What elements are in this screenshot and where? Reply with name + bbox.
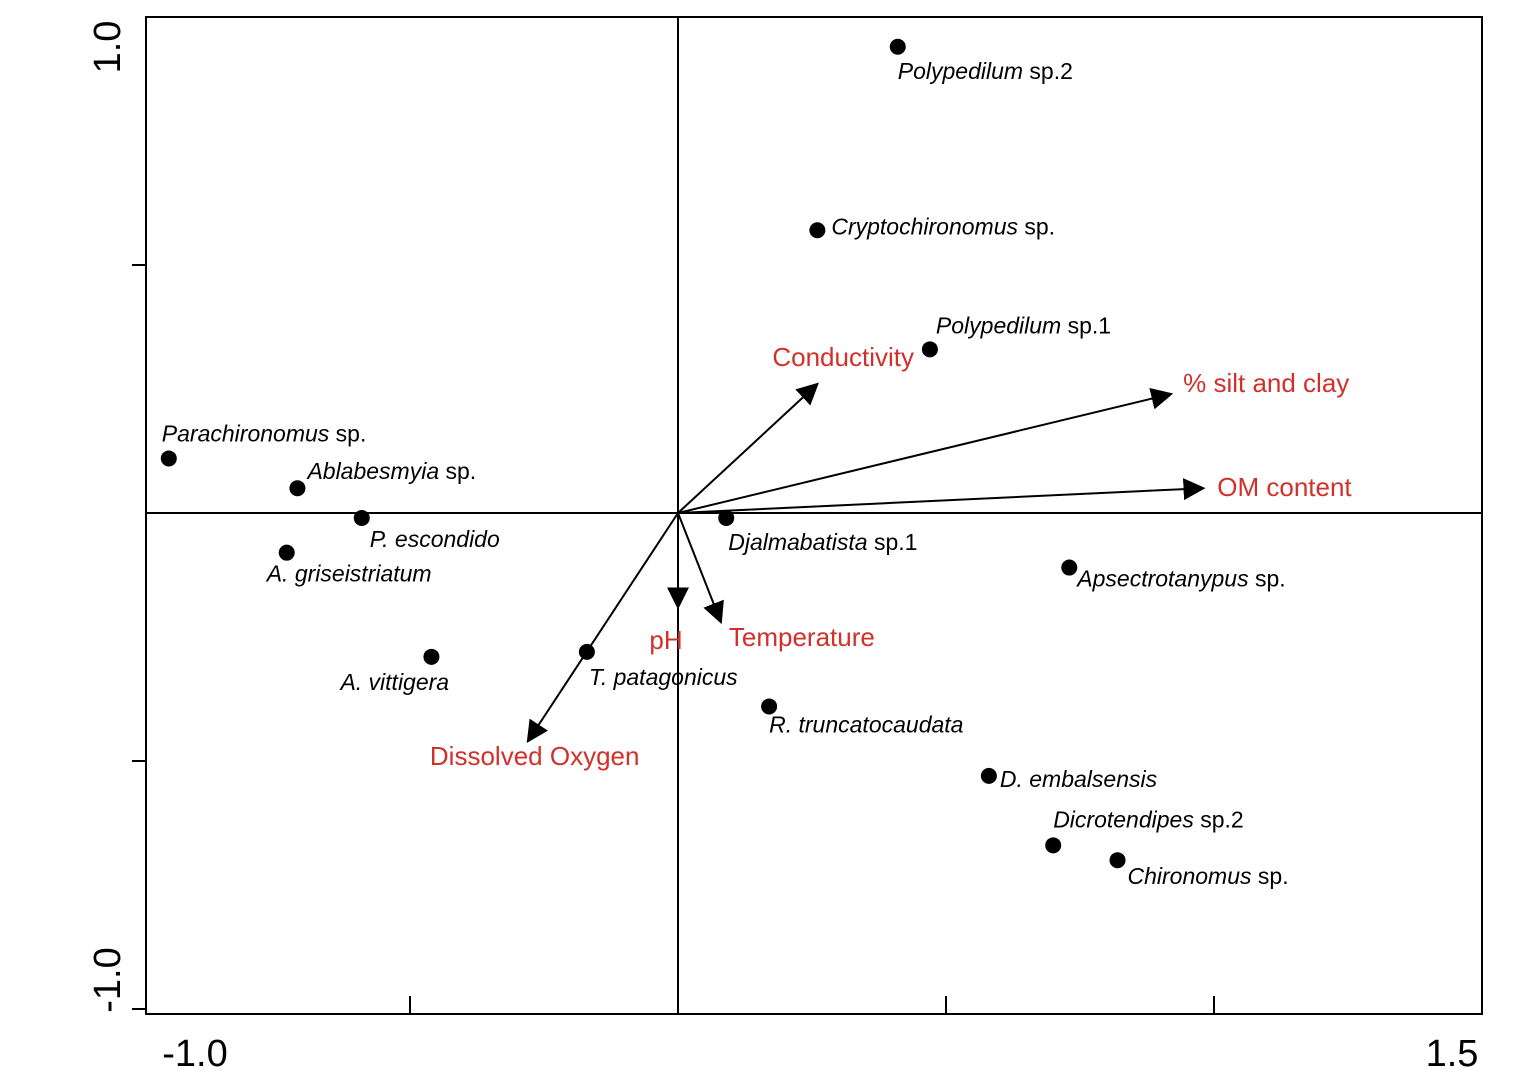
species-point <box>423 648 440 665</box>
species-label: Apsectrotanypus sp. <box>1075 566 1285 592</box>
plot-frame <box>145 16 1483 1015</box>
species-label: Djalmabatista sp.1 <box>728 529 917 555</box>
env-vector-label: Temperature <box>729 622 875 652</box>
species-point <box>980 767 997 784</box>
env-vector-arrow <box>677 387 1174 514</box>
species-label: Polypedilum sp.2 <box>898 58 1073 84</box>
species-point <box>889 38 906 55</box>
species-point <box>1045 837 1062 854</box>
y-tick-label: -1.0 <box>87 947 129 1012</box>
env-vector-label: Dissolved Oxygen <box>430 741 640 771</box>
species-point <box>289 480 306 497</box>
env-vector-arrow <box>526 512 679 743</box>
env-vector-arrow <box>677 512 724 625</box>
species-label: D. embalsensis <box>1000 766 1158 792</box>
species-label: T. patagonicus <box>589 664 738 690</box>
env-vector-label: pH <box>649 625 682 655</box>
species-point <box>1109 852 1126 869</box>
species-label: Dicrotendipes sp.2 <box>1053 806 1244 832</box>
species-point <box>353 509 370 526</box>
species-label: A. griseistriatum <box>265 561 432 587</box>
species-label: P. escondido <box>370 526 500 552</box>
species-label: A. vittigera <box>338 669 449 695</box>
env-vector-label: % silt and clay <box>1183 368 1349 398</box>
species-label: R. truncatocaudata <box>769 711 963 737</box>
species-label: Polypedilum sp.1 <box>936 312 1111 338</box>
x-tick-label: 1.5 <box>1426 1033 1479 1072</box>
species-label: Chironomus sp. <box>1128 863 1289 889</box>
species-point <box>1061 559 1078 576</box>
env-vector-arrow <box>677 382 819 514</box>
env-vector-label: Conductivity <box>772 342 914 372</box>
species-point <box>809 222 826 239</box>
y-tick-label: 1.0 <box>87 21 129 74</box>
species-point <box>761 698 778 715</box>
species-point <box>718 509 735 526</box>
env-vector-label: OM content <box>1217 472 1352 502</box>
species-point <box>160 450 177 467</box>
species-point <box>578 643 595 660</box>
species-label: Cryptochironomus sp. <box>831 213 1055 239</box>
species-point <box>278 544 295 561</box>
env-vector-arrow <box>677 478 1206 514</box>
species-point <box>921 341 938 358</box>
species-label: Parachironomus sp. <box>162 420 367 446</box>
species-label: Ablabesmyia sp. <box>305 458 476 484</box>
x-tick-label: -1.0 <box>162 1033 227 1072</box>
